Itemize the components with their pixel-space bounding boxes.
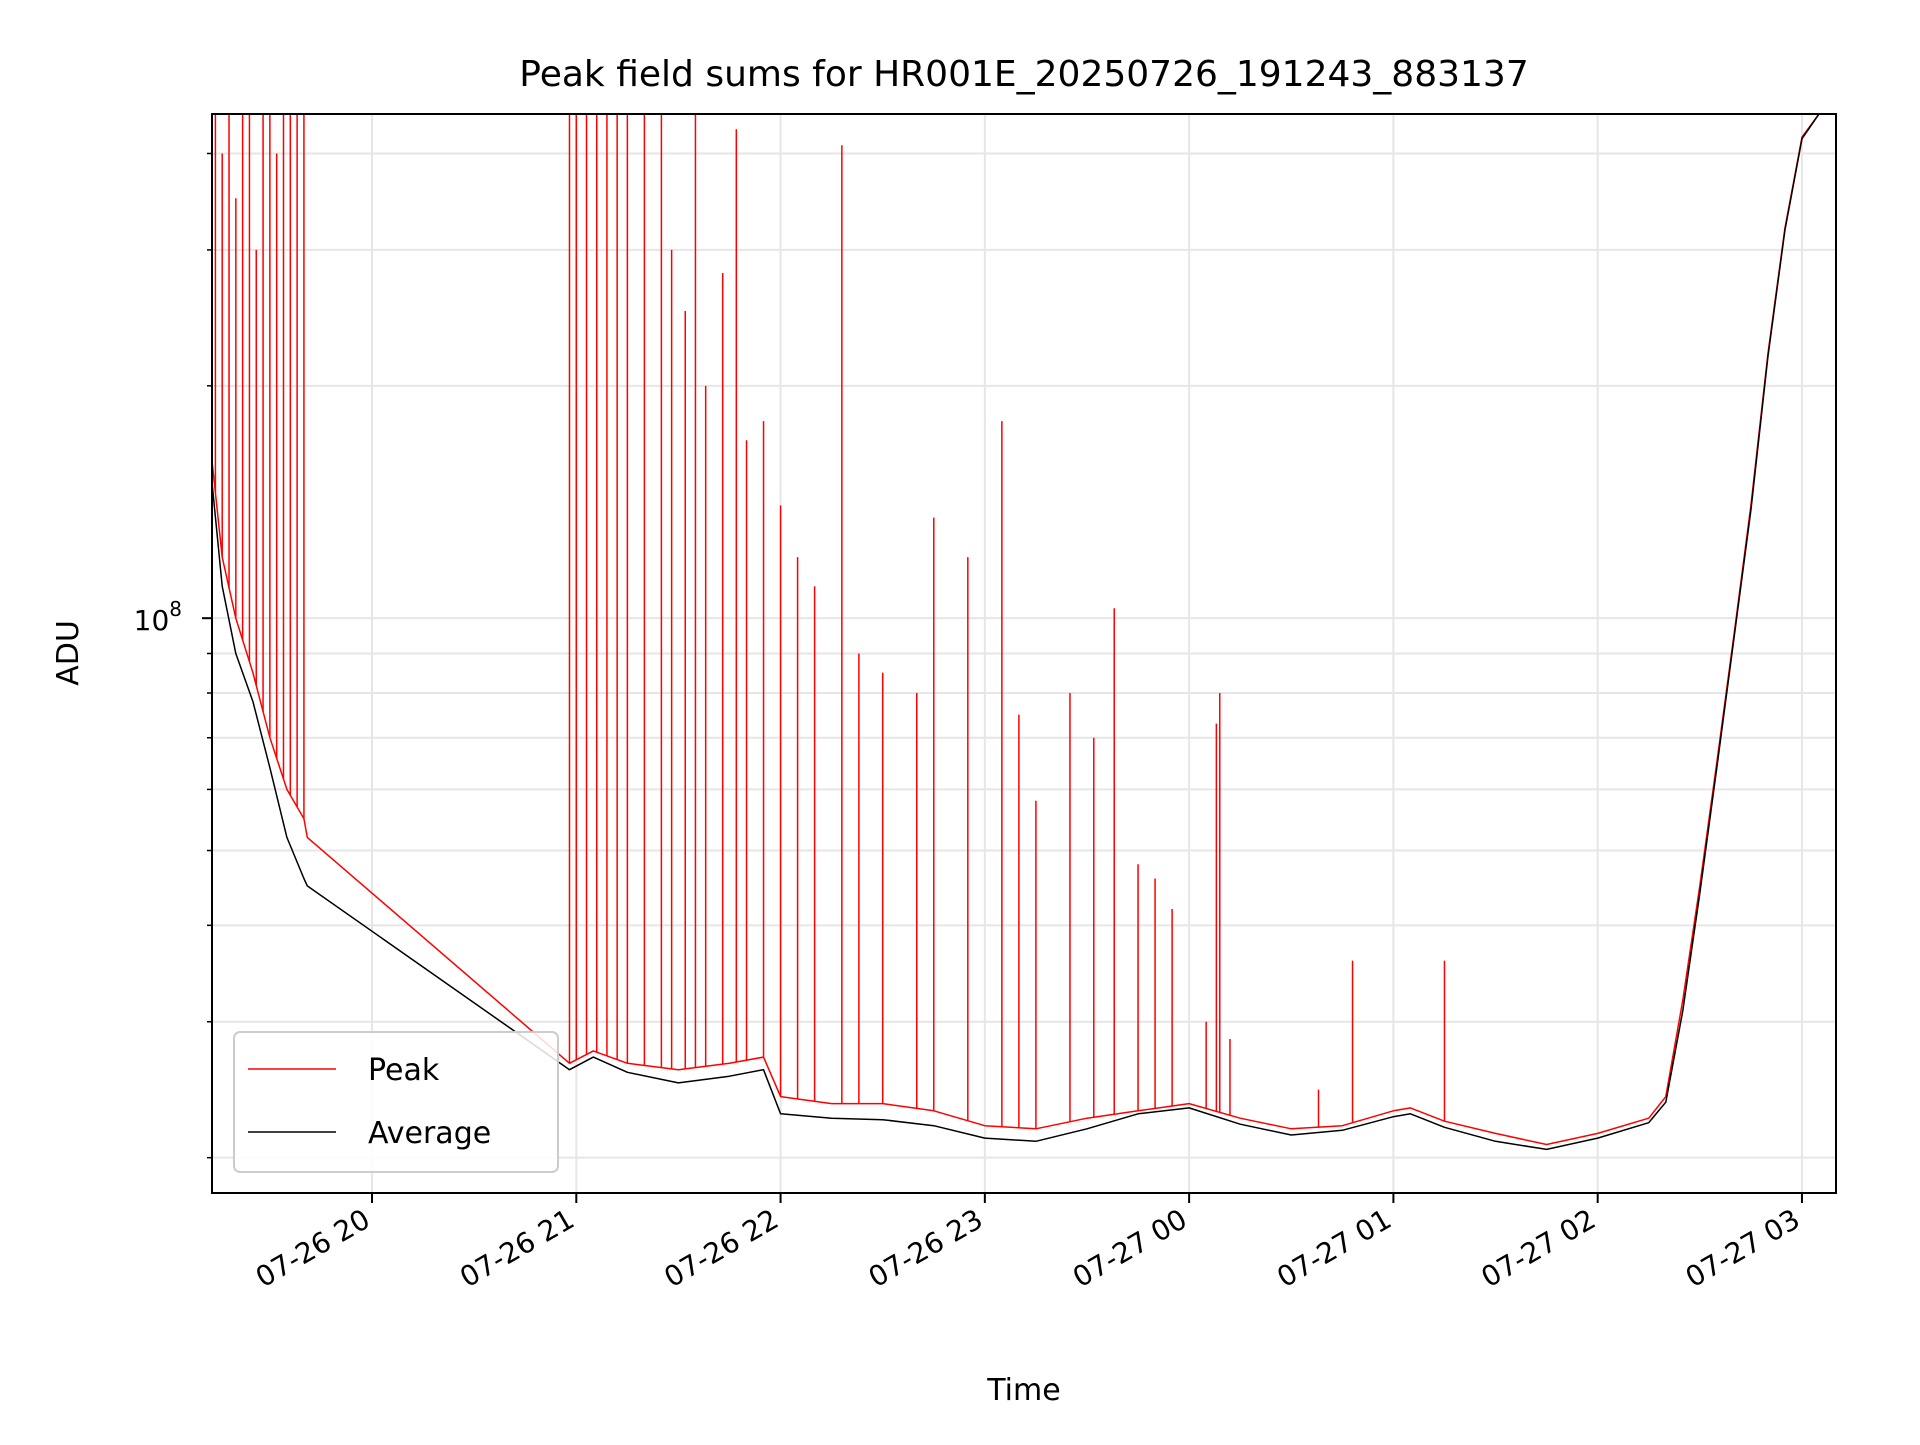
plot-area: [212, 114, 1820, 1151]
series-line-average: [212, 114, 1820, 1151]
y-tick-label-exponent: 8: [169, 597, 182, 621]
y-tick-label-base: 10: [134, 604, 170, 637]
legend-label-average: Average: [368, 1116, 491, 1151]
legend: Peak Average: [233, 1031, 559, 1173]
y-tick-label: 108: [134, 597, 182, 637]
y-axis: 108: [134, 152, 212, 1159]
legend-box: [233, 1031, 559, 1173]
chart-title: Peak field sums for HR001E_20250726_1912…: [519, 54, 1528, 95]
legend-label-peak: Peak: [368, 1053, 440, 1088]
y-axis-title: ADU: [51, 620, 86, 686]
x-axis-title: Time: [986, 1373, 1060, 1408]
